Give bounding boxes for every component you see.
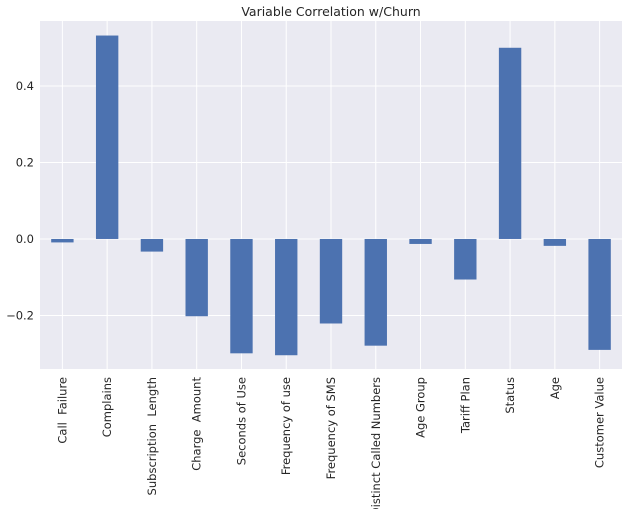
x-tick-label: Customer Value xyxy=(593,377,607,468)
x-tick-label: Call Failure xyxy=(55,377,69,444)
bar xyxy=(498,47,522,239)
y-tick-label: 0.2 xyxy=(16,155,34,169)
bar xyxy=(185,238,208,317)
chart-title: Variable Correlation w/Churn xyxy=(241,4,420,19)
x-tick-label: Age xyxy=(548,377,562,399)
bar xyxy=(275,238,298,356)
bar xyxy=(364,238,387,346)
x-tick-label: Tariff Plan xyxy=(458,377,472,434)
bar xyxy=(51,238,74,243)
bar xyxy=(409,238,432,244)
x-tick-label: Subscription Length xyxy=(145,377,159,495)
bar xyxy=(140,238,164,252)
y-tick-label: 0.0 xyxy=(16,232,34,246)
bar xyxy=(588,238,611,350)
bar xyxy=(230,238,253,354)
bar xyxy=(454,238,477,280)
y-tick-label: 0.4 xyxy=(16,79,34,93)
x-tick-label: Frequency of SMS xyxy=(324,377,338,479)
x-tick-label: Seconds of Use xyxy=(234,377,248,465)
x-tick-label: Age Group xyxy=(414,377,428,438)
x-tick-label: Complains xyxy=(100,377,114,437)
bars xyxy=(51,35,611,356)
x-tick-label: Distinct Called Numbers xyxy=(369,377,383,509)
bar xyxy=(319,238,343,324)
x-tick-label: Status xyxy=(503,377,517,414)
x-tick-label: Charge Amount xyxy=(190,377,204,471)
x-tick-labels: Call Failure Complains Subscription Length… xyxy=(55,377,606,509)
y-tick-labels: −0.2 0.0 0.2 0.4 xyxy=(6,79,34,322)
bar xyxy=(543,238,567,246)
bar xyxy=(95,35,119,239)
x-tick-label: Frequency of use xyxy=(279,377,293,475)
y-tick-label: −0.2 xyxy=(6,308,34,322)
